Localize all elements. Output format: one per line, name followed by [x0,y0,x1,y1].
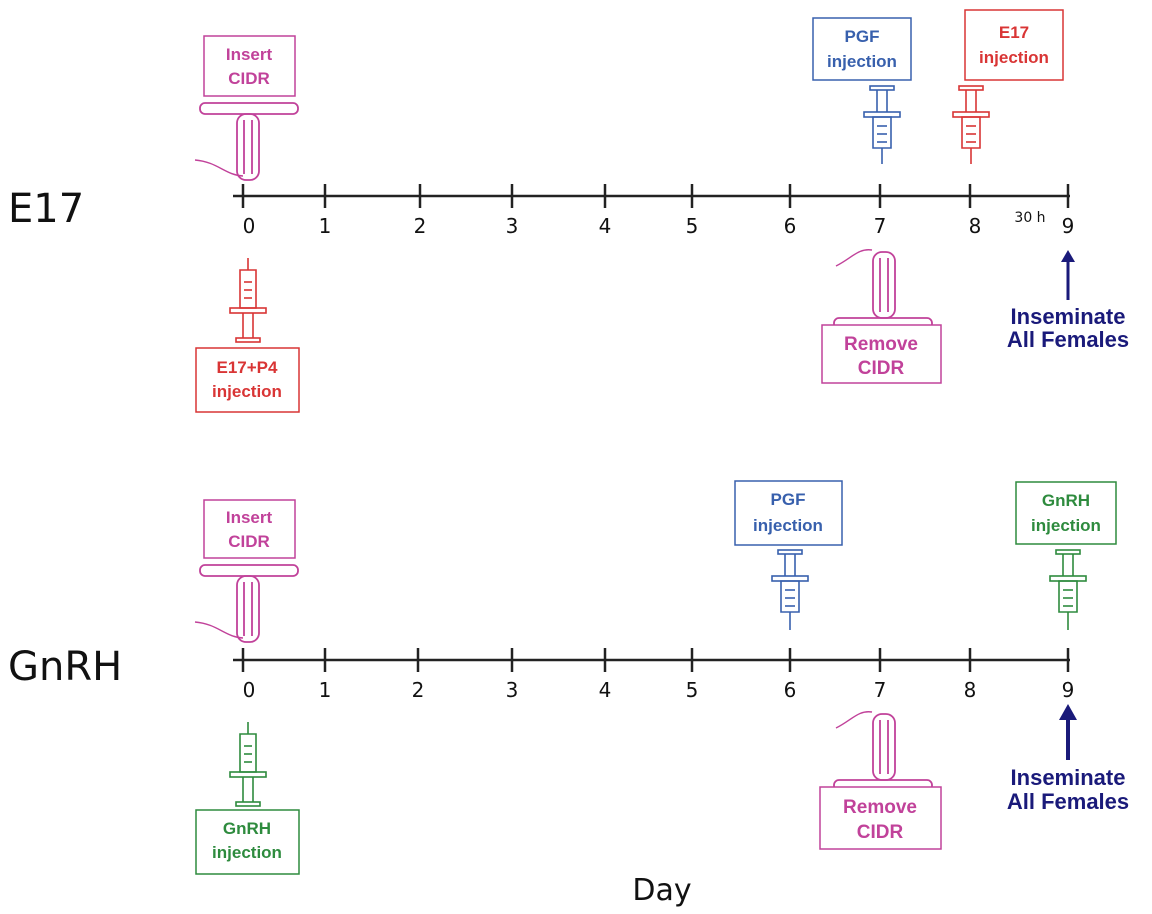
day-tick-7: 7 [874,214,887,238]
final-injection-line2: injection [979,48,1049,67]
protocol-label: GnRH [8,644,122,690]
insert-cidr-label-line2: CIDR [228,532,270,551]
cidr-device-icon [194,564,299,643]
start-injection-event: E17+P4 injection [195,258,300,413]
inseminate-line2: All Females [1007,327,1129,352]
syringe-icon [229,722,267,807]
day-tick-2: 2 [414,214,427,238]
pgf-injection-line1: PGF [845,27,880,46]
day-tick-9: 9 [1062,214,1075,238]
insert-cidr-event: Insert CIDR [194,499,299,643]
day-tick-1: 1 [319,678,332,702]
timeline-axis [233,648,1070,672]
cidr-device-icon [833,249,933,330]
final-injection-line1: GnRH [1042,491,1090,510]
remove-cidr-line1: Remove [843,797,917,818]
day-tick-6: 6 [784,214,797,238]
day-tick-8: 8 [964,678,977,702]
day-tick-6: 6 [784,678,797,702]
day-tick-0: 0 [243,678,256,702]
day-tick-8: 8 [969,214,982,238]
protocol-e17: E17 0 1 2 3 4 5 6 7 8 9 30 h [8,9,1129,413]
timeline-axis [233,184,1070,208]
cidr-device-icon [833,711,933,792]
interval-note: 30 h [1014,210,1045,226]
protocol-gnrh: GnRH 0 1 2 3 4 5 6 7 8 9 [8,480,1129,875]
remove-cidr-event: Remove CIDR [819,711,942,850]
start-injection-line1: GnRH [223,819,271,838]
remove-cidr-event: Remove CIDR [821,249,942,384]
start-injection-event: GnRH injection [195,722,300,875]
day-tick-9: 9 [1062,678,1075,702]
syringe-icon [229,258,267,343]
day-tick-2: 2 [412,678,425,702]
inseminate-line2: All Females [1007,789,1129,814]
day-tick-labels: 0 1 2 3 4 5 6 7 8 9 [243,678,1075,702]
final-injection-event: GnRH injection [1015,481,1117,630]
pgf-injection-event: PGF injection [812,17,912,164]
syringe-icon [863,85,901,164]
remove-cidr-line2: CIDR [858,358,905,379]
day-tick-7: 7 [874,678,887,702]
pgf-injection-line2: injection [753,516,823,535]
remove-cidr-line1: Remove [844,334,918,355]
day-tick-labels: 0 1 2 3 4 5 6 7 8 9 [243,214,1075,238]
insert-cidr-label-line1: Insert [226,508,273,527]
day-tick-4: 4 [599,214,612,238]
day-tick-5: 5 [686,678,699,702]
final-injection-line1: E17 [999,23,1029,42]
insert-cidr-event: Insert CIDR [194,35,299,181]
final-injection-line2: injection [1031,516,1101,535]
insert-cidr-label-line2: CIDR [228,69,270,88]
x-axis-title: Day [632,873,691,908]
protocol-label: E17 [8,186,84,232]
day-tick-1: 1 [319,214,332,238]
start-injection-line2: injection [212,382,282,401]
start-injection-line2: injection [212,843,282,862]
day-tick-3: 3 [506,214,519,238]
pgf-injection-line2: injection [827,52,897,71]
remove-cidr-line2: CIDR [857,822,904,843]
syringe-icon [1049,549,1087,630]
cidr-device-icon [194,102,299,181]
start-injection-line1: E17+P4 [217,358,279,377]
syringe-icon [952,85,990,164]
inseminate-event: Inseminate All Females [1007,704,1129,814]
day-tick-4: 4 [599,678,612,702]
day-tick-5: 5 [686,214,699,238]
inseminate-event: Inseminate All Females [1007,250,1129,352]
day-tick-3: 3 [506,678,519,702]
inseminate-line1: Inseminate [1011,765,1126,790]
pgf-injection-line1: PGF [771,490,806,509]
final-injection-event: E17 injection [952,9,1064,164]
pgf-injection-event: PGF injection [734,480,843,630]
inseminate-line1: Inseminate [1011,304,1126,329]
day-tick-0: 0 [243,214,256,238]
insert-cidr-label-line1: Insert [226,45,273,64]
syringe-icon [771,549,809,630]
